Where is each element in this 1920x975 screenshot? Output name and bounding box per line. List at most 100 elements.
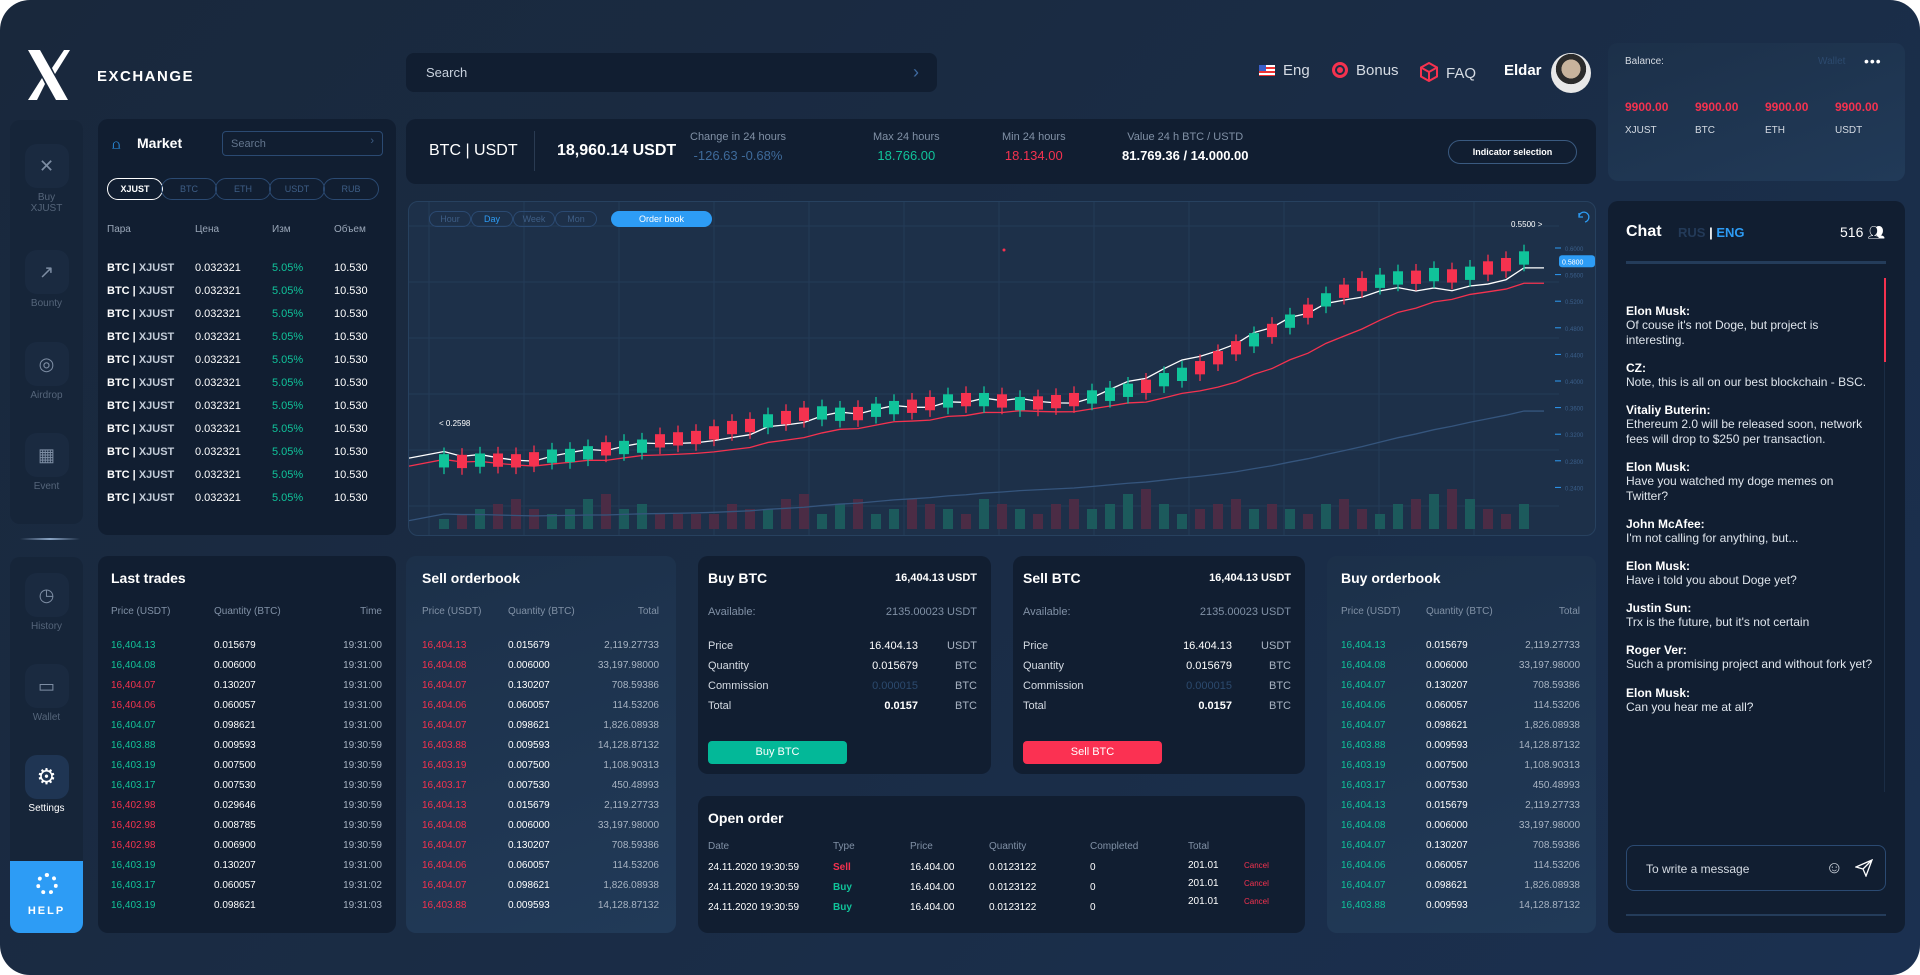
sidebar-item-settings[interactable]: ⚙ Settings — [10, 755, 83, 814]
market-tab-btc[interactable]: BTC — [161, 178, 217, 200]
table-row[interactable]: 16,404.06 0.060057 114.53206 — [1327, 860, 1596, 874]
period-mon[interactable]: Mon — [555, 211, 597, 227]
table-row[interactable]: 16,404.13 0.015679 2,119.27733 — [406, 800, 676, 814]
form-field-quantity[interactable]: Quantity 0.015679 BTC — [1013, 660, 1305, 674]
indicator-selection-button[interactable]: Indicator selection — [1448, 140, 1577, 164]
market-row[interactable]: BTC | XJUST 0.032321 5.05% 10.530 — [98, 446, 396, 462]
table-row[interactable]: 16,404.08 0.006000 33,197.98000 — [1327, 820, 1596, 834]
table-row[interactable]: 16,402.98 0.008785 19:30:59 — [98, 820, 396, 834]
faq-link[interactable]: FAQ — [1420, 61, 1476, 83]
bonus-link[interactable]: Bonus — [1332, 62, 1399, 79]
user-name[interactable]: Eldar — [1504, 62, 1542, 79]
form-field-price[interactable]: Price 16.404.13 USDT — [1013, 640, 1305, 654]
market-row[interactable]: BTC | XJUST 0.032321 5.05% 10.530 — [98, 331, 396, 347]
more-icon[interactable]: ••• — [1864, 53, 1882, 69]
table-row[interactable]: 16,403.88 0.009593 14,128.87132 — [406, 900, 676, 914]
order-book-button[interactable]: Order book — [611, 211, 712, 227]
table-row[interactable]: 16,404.13 0.015679 2,119.27733 — [1327, 640, 1596, 654]
emoji-icon[interactable]: ☺ — [1825, 858, 1843, 877]
send-icon[interactable] — [1855, 859, 1873, 877]
table-row[interactable]: 16,404.08 0.006000 19:31:00 — [98, 660, 396, 674]
form-field-price[interactable]: Price 16.404.13 USDT — [698, 640, 991, 654]
table-row[interactable]: 16,404.13 0.015679 2,119.27733 — [1327, 800, 1596, 814]
candlestick-chart[interactable]: 0.6000 0.5600 0.5200 0.4800 0.4400 0.4000 0.36… — [409, 202, 1595, 535]
table-row[interactable]: 16,403.17 0.007530 19:30:59 — [98, 780, 396, 794]
table-row[interactable]: 16,404.13 0.015679 2,119.27733 — [406, 640, 676, 654]
table-row[interactable]: 16,404.08 0.006000 33,197.98000 — [406, 820, 676, 834]
language-selector[interactable]: Eng — [1259, 62, 1310, 79]
help-button[interactable]: HELP — [10, 861, 83, 933]
table-row[interactable]: 16,403.19 0.007500 1,108.90313 — [406, 760, 676, 774]
table-row[interactable]: 16,404.07 0.130207 708.59386 — [1327, 680, 1596, 694]
market-row[interactable]: BTC | XJUST 0.032321 5.05% 10.530 — [98, 469, 396, 485]
table-row[interactable]: 16,403.88 0.009593 14,128.87132 — [1327, 900, 1596, 914]
period-hour[interactable]: Hour — [429, 211, 471, 227]
lang-eng[interactable]: ENG — [1716, 225, 1745, 240]
table-row[interactable]: 16,403.17 0.060057 19:31:02 — [98, 880, 396, 894]
table-row[interactable]: 16,404.08 0.006000 33,197.98000 — [1327, 660, 1596, 674]
market-row[interactable]: BTC | XJUST 0.032321 5.05% 10.530 — [98, 308, 396, 324]
table-row[interactable]: 16,404.06 0.060057 114.53206 — [406, 860, 676, 874]
table-row[interactable]: 16,404.07 0.098621 1,826.08938 — [1327, 880, 1596, 894]
chat-message-input[interactable]: To write a message ☺ — [1626, 845, 1886, 891]
table-row[interactable]: 16,404.07 0.098621 19:31:00 — [98, 720, 396, 734]
sell-btc-button[interactable]: Sell BTC — [1023, 741, 1162, 764]
table-row[interactable]: 16,404.13 0.015679 19:31:00 — [98, 640, 396, 654]
table-row[interactable]: 16,404.06 0.060057 19:31:00 — [98, 700, 396, 714]
search-input[interactable]: Search › — [406, 53, 937, 92]
market-row[interactable]: BTC | XJUST 0.032321 5.05% 10.530 — [98, 285, 396, 301]
table-row[interactable]: 16,404.07 0.098621 1,826.08938 — [406, 880, 676, 894]
lang-rus[interactable]: RUS — [1678, 225, 1706, 240]
table-row[interactable]: 16,404.07 0.130207 708.59386 — [1327, 840, 1596, 854]
market-row[interactable]: BTC | XJUST 0.032321 5.05% 10.530 — [98, 423, 396, 439]
sidebar-item-event[interactable]: ▦ Event — [10, 433, 83, 492]
table-row[interactable]: 16,404.06 0.060057 114.53206 — [406, 700, 676, 714]
table-row[interactable]: 16,403.19 0.130207 19:31:00 — [98, 860, 396, 874]
wallet-link[interactable]: Wallet — [1818, 56, 1846, 67]
table-row[interactable]: 16,404.07 0.098621 1,826.08938 — [406, 720, 676, 734]
market-tab-usdt[interactable]: USDT — [269, 178, 325, 200]
market-row[interactable]: BTC | XJUST 0.032321 5.05% 10.530 — [98, 262, 396, 278]
refresh-icon[interactable] — [1578, 211, 1590, 223]
sidebar-item-history[interactable]: ◷ History — [10, 573, 83, 632]
table-row[interactable]: 16,403.19 0.098621 19:31:03 — [98, 900, 396, 914]
chat-scrollbar[interactable] — [1884, 278, 1886, 362]
cancel-button[interactable]: Cancel — [1244, 879, 1269, 888]
table-row[interactable]: 16,403.17 0.007530 450.48993 — [1327, 780, 1596, 794]
table-row[interactable]: 16,404.08 0.006000 33,197.98000 — [406, 660, 676, 674]
buy-btc-button[interactable]: Buy BTC — [708, 741, 847, 764]
table-row[interactable]: 16,404.07 0.130207 708.59386 — [406, 840, 676, 854]
cancel-button[interactable]: Cancel — [1244, 897, 1269, 906]
sidebar-item-buy-xjust[interactable]: ✕ Buy XJUST — [10, 144, 83, 214]
market-row[interactable]: BTC | XJUST 0.032321 5.05% 10.530 — [98, 400, 396, 416]
sidebar-item-bounty[interactable]: ↗ Bounty — [10, 250, 83, 309]
table-row[interactable]: 16,404.06 0.060057 114.53206 — [1327, 700, 1596, 714]
table-row[interactable]: 16,403.19 0.007500 19:30:59 — [98, 760, 396, 774]
market-tab-eth[interactable]: ETH — [215, 178, 271, 200]
avatar[interactable] — [1551, 53, 1591, 93]
sidebar-item-airdrop[interactable]: ◎ Airdrop — [10, 342, 83, 401]
table-row[interactable]: 16,404.07 0.130207 19:31:00 — [98, 680, 396, 694]
table-row[interactable]: 16,403.19 0.007500 1,108.90313 — [1327, 760, 1596, 774]
table-row[interactable]: 16,402.98 0.029646 19:30:59 — [98, 800, 396, 814]
table-row[interactable]: 16,403.88 0.009593 19:30:59 — [98, 740, 396, 754]
market-tab-rub[interactable]: RUB — [323, 178, 379, 200]
market-row[interactable]: BTC | XJUST 0.032321 5.05% 10.530 — [98, 354, 396, 370]
table-row[interactable]: 16,402.98 0.006900 19:30:59 — [98, 840, 396, 854]
market-row[interactable]: BTC | XJUST 0.032321 5.05% 10.530 — [98, 377, 396, 393]
cancel-button[interactable]: Cancel — [1244, 861, 1269, 870]
table-row[interactable]: 16,403.17 0.007530 450.48993 — [406, 780, 676, 794]
market-tab-xjust[interactable]: XJUST — [107, 178, 163, 200]
table-row[interactable]: 16,403.88 0.009593 14,128.87132 — [1327, 740, 1596, 754]
sidebar-item-wallet[interactable]: ▭ Wallet — [10, 664, 83, 723]
period-week[interactable]: Week — [513, 211, 555, 227]
form-field-quantity[interactable]: Quantity 0.015679 BTC — [698, 660, 991, 674]
table-row[interactable]: 16,404.07 0.130207 708.59386 — [406, 680, 676, 694]
chat-language-toggle[interactable]: RUS | ENG — [1678, 225, 1745, 240]
table-row[interactable]: 16,404.07 0.098621 1,826.08938 — [1327, 720, 1596, 734]
table-row[interactable]: 16,403.88 0.009593 14,128.87132 — [406, 740, 676, 754]
market-search-input[interactable]: Search › — [222, 131, 383, 156]
market-row[interactable]: BTC | XJUST 0.032321 5.05% 10.530 — [98, 492, 396, 508]
chevron-right-icon[interactable]: › — [913, 62, 919, 82]
period-day[interactable]: Day — [471, 211, 513, 227]
